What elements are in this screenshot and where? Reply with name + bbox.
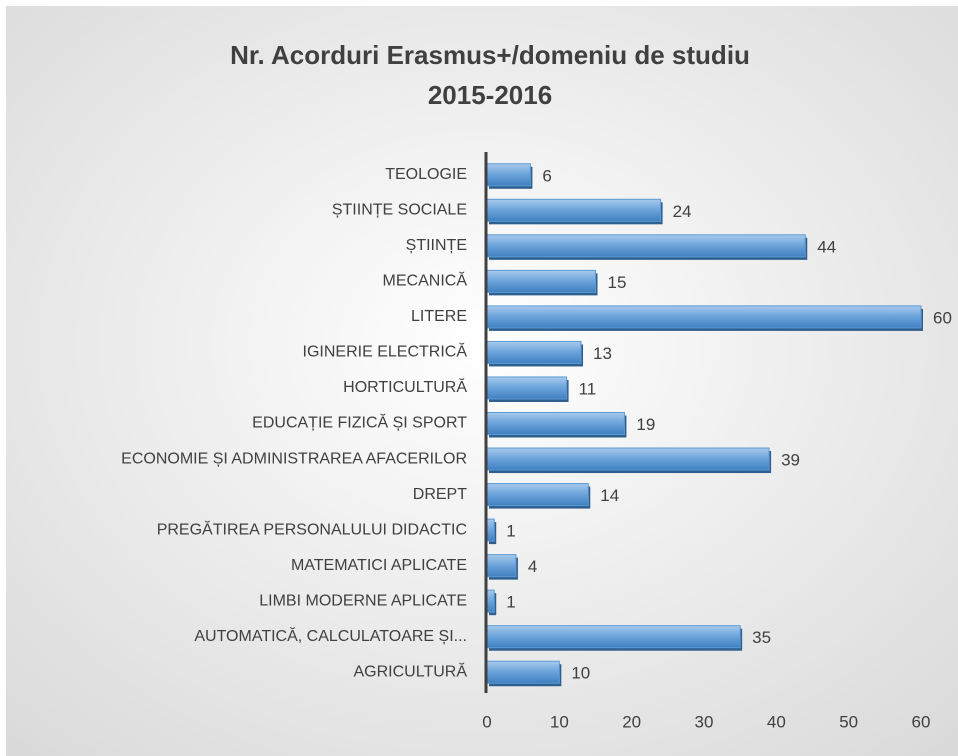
bar — [486, 411, 625, 436]
value-label: 11 — [579, 379, 597, 398]
value-label: 4 — [528, 557, 537, 576]
y-tick-label: ȘTIINȚE SOCIALE — [332, 202, 467, 219]
value-label: 1 — [506, 593, 515, 612]
x-tick-label: 40 — [767, 712, 786, 731]
x-tick-label: 20 — [622, 712, 641, 731]
y-tick-label: LIMBI MODERNE APLICATE — [259, 592, 467, 609]
value-label: 1 — [506, 522, 515, 541]
value-label: 6 — [542, 166, 551, 185]
bar — [486, 589, 495, 613]
x-tick-label: 30 — [695, 712, 714, 731]
value-label: 14 — [600, 486, 619, 505]
bar — [486, 340, 582, 364]
bar — [486, 376, 568, 400]
y-tick-label: LITERE — [411, 308, 467, 325]
bar — [486, 660, 560, 684]
value-label: 44 — [817, 237, 836, 256]
value-label: 39 — [781, 451, 800, 470]
y-tick-label: TEOLOGIE — [385, 166, 467, 183]
y-tick-label: IGINERIE ELECTRICĂ — [303, 342, 468, 361]
chart-title: Nr. Acorduri Erasmus+/domeniu de studiu — [230, 40, 750, 70]
value-label: 13 — [593, 344, 612, 363]
x-tick-label: 60 — [912, 712, 931, 731]
value-label: 24 — [673, 202, 692, 221]
bar — [486, 198, 662, 222]
y-tick-label: EDUCAȚIE FIZICĂ ȘI SPORT — [252, 413, 467, 432]
bar — [486, 234, 806, 258]
bar — [486, 305, 922, 329]
y-tick-label: ȘTIINȚE — [406, 237, 467, 254]
bar — [486, 483, 589, 507]
value-label: 60 — [933, 308, 952, 327]
bar — [486, 163, 531, 187]
bar — [486, 518, 495, 542]
y-tick-label: MATEMATICI APLICATE — [291, 557, 467, 574]
bar — [486, 269, 596, 293]
y-tick-label: ECONOMIE ȘI ADMINISTRAREA AFACERILOR — [121, 450, 467, 467]
chart-background — [6, 6, 958, 756]
bar — [486, 625, 741, 649]
y-tick-label: AGRICULTURĂ — [354, 661, 468, 680]
chart-title: 2015-2016 — [428, 80, 552, 110]
value-label: 35 — [752, 628, 771, 647]
y-tick-label: MECANICĂ — [383, 271, 468, 290]
y-tick-label: AUTOMATICĂ, CALCULATOARE ȘI... — [194, 626, 467, 645]
value-label: 10 — [571, 664, 590, 683]
y-tick-label: DREPT — [413, 486, 467, 503]
x-tick-label: 50 — [839, 712, 858, 731]
bar — [486, 554, 517, 578]
value-label: 15 — [608, 273, 627, 292]
y-tick-label: PREGĂTIREA PERSONALULUI DIDACTIC — [157, 519, 467, 538]
y-tick-label: HORTICULTURĂ — [343, 377, 467, 396]
value-label: 19 — [636, 415, 655, 434]
x-tick-label: 0 — [482, 712, 491, 731]
bar — [486, 447, 770, 471]
x-tick-label: 10 — [550, 712, 569, 731]
